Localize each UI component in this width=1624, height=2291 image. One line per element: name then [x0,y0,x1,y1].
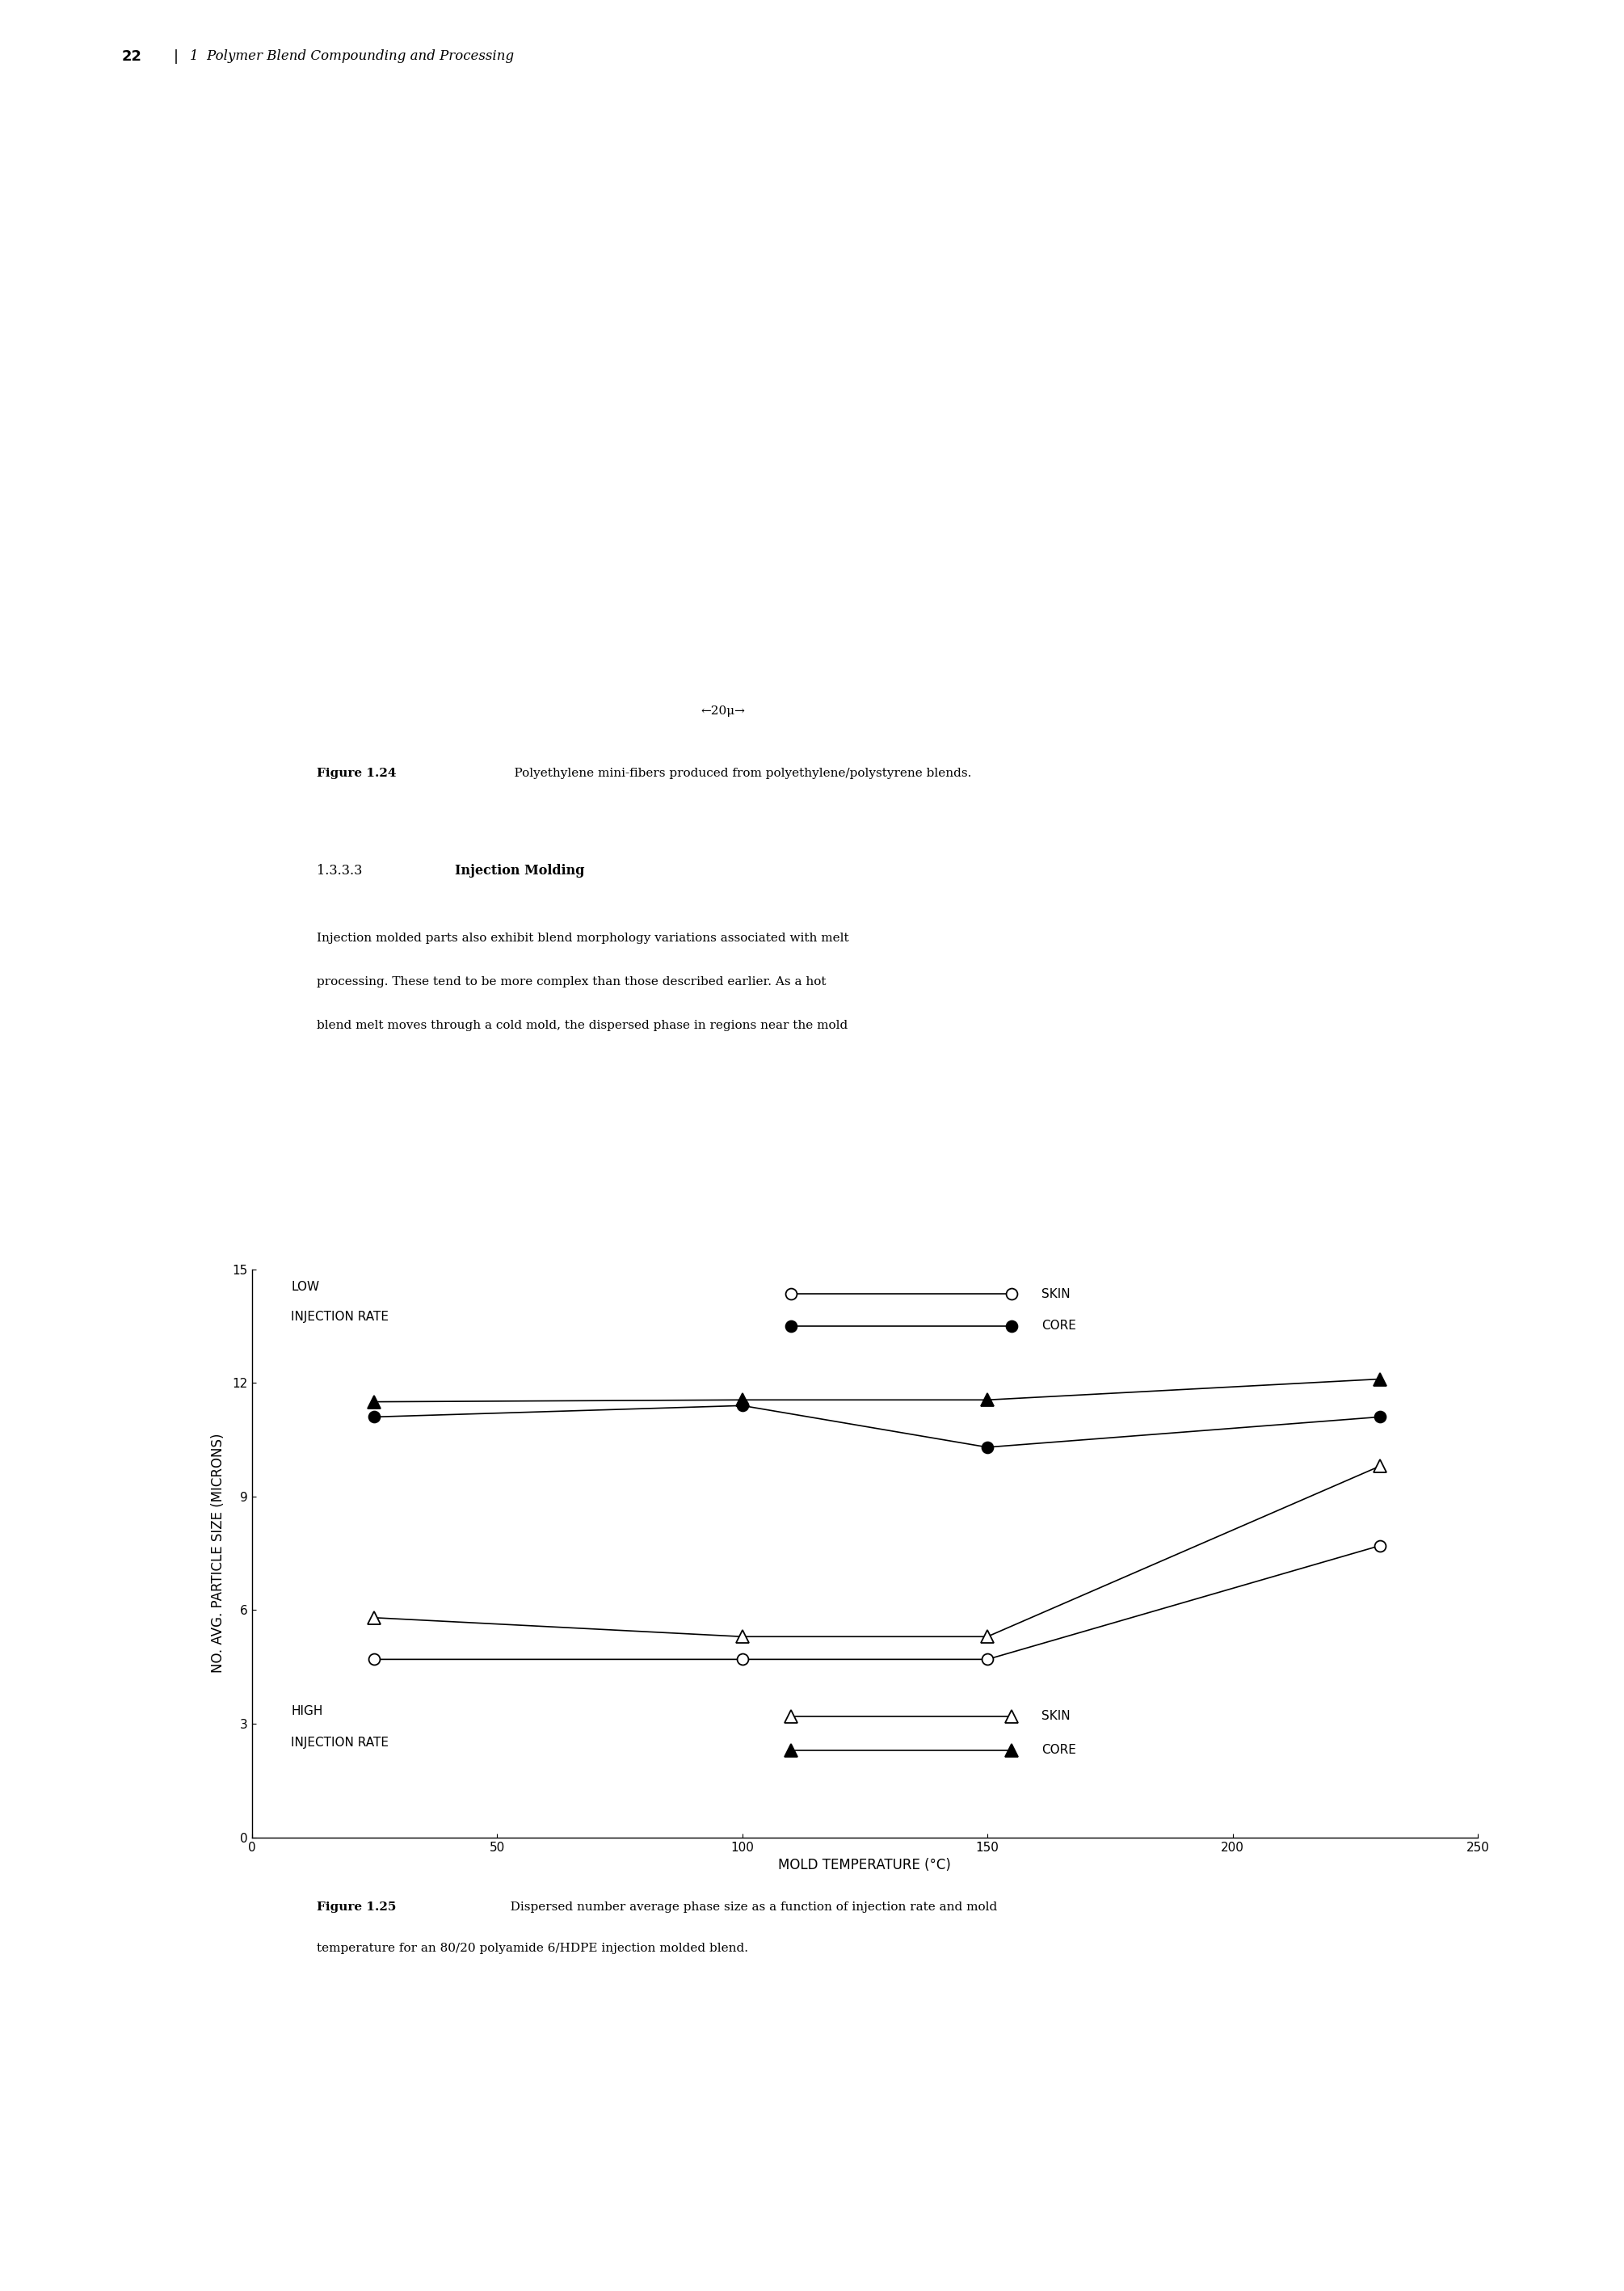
Text: processing. These tend to be more complex than those described earlier. As a hot: processing. These tend to be more comple… [317,976,827,987]
Text: HIGH: HIGH [291,1705,323,1716]
Text: INJECTION RATE: INJECTION RATE [291,1737,388,1748]
Text: Figure 1.25: Figure 1.25 [317,1902,396,1913]
Text: SKIN: SKIN [1041,1288,1070,1299]
Text: temperature for an 80/20 polyamide 6/HDPE injection molded blend.: temperature for an 80/20 polyamide 6/HDP… [317,1943,749,1954]
X-axis label: MOLD TEMPERATURE (°C): MOLD TEMPERATURE (°C) [778,1858,952,1872]
Text: 22: 22 [122,48,141,64]
Text: SKIN: SKIN [1041,1709,1070,1723]
Text: Dispersed number average phase size as a function of injection rate and mold: Dispersed number average phase size as a… [499,1902,997,1913]
Text: CORE: CORE [1041,1320,1077,1331]
Text: Injection molded parts also exhibit blend morphology variations associated with : Injection molded parts also exhibit blen… [317,932,849,944]
Text: LOW: LOW [291,1281,320,1292]
Y-axis label: NO. AVG. PARTICLE SIZE (MICRONS): NO. AVG. PARTICLE SIZE (MICRONS) [211,1434,226,1672]
Text: ←20μ→: ←20μ→ [700,706,745,717]
Text: Injection Molding: Injection Molding [455,864,585,877]
Text: Figure 1.24: Figure 1.24 [317,767,396,779]
Text: INJECTION RATE: INJECTION RATE [291,1310,388,1322]
Text: CORE: CORE [1041,1743,1077,1757]
Text: 1.3.3.3: 1.3.3.3 [317,864,362,877]
Text: Polyethylene mini-fibers produced from polyethylene/polystyrene blends.: Polyethylene mini-fibers produced from p… [499,767,971,779]
Text: 1  Polymer Blend Compounding and Processing: 1 Polymer Blend Compounding and Processi… [190,48,515,62]
Text: blend melt moves through a cold mold, the dispersed phase in regions near the mo: blend melt moves through a cold mold, th… [317,1019,848,1031]
Text: |: | [174,48,179,64]
